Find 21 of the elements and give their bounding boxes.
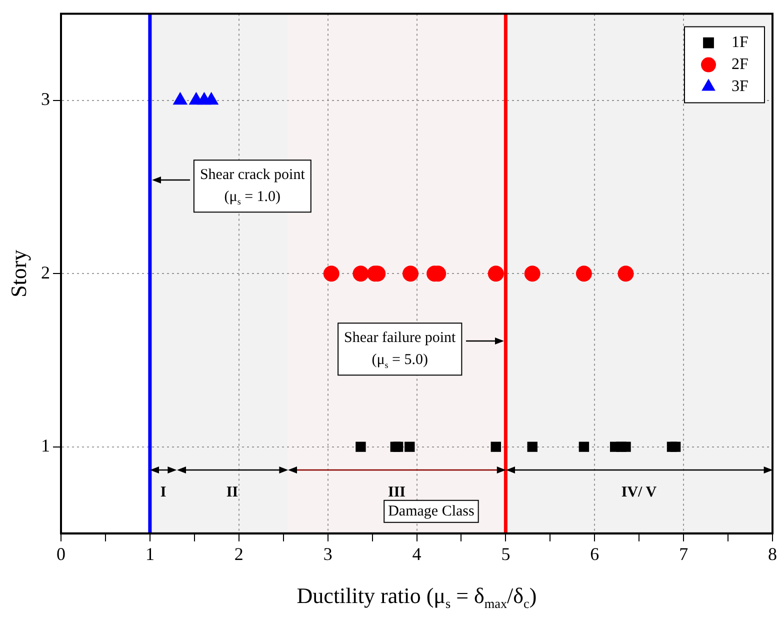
x-tick-label: 3	[323, 544, 332, 564]
legend-label: 3F	[732, 78, 748, 96]
x-tick-label: 1	[145, 544, 154, 564]
y-tick-label: 3	[41, 89, 50, 110]
y-tick-label: 2	[41, 262, 50, 282]
x-tick-label: 6	[590, 544, 600, 564]
x-tick-label: 2	[234, 544, 244, 564]
annotation: Damage Class	[388, 503, 474, 520]
y-axis-title: Story	[6, 250, 31, 298]
x-tick-label: 0	[56, 544, 66, 564]
band-label: IV/ V	[621, 484, 657, 500]
band-label: III	[388, 484, 406, 500]
x-tick-label: 7	[679, 544, 688, 564]
x-tick-label: 8	[768, 544, 777, 564]
x-tick-label: 5	[501, 544, 510, 564]
legend-label: 2F	[732, 56, 748, 74]
x-tick-label: 4	[412, 544, 422, 564]
legend-label: 1F	[732, 34, 748, 52]
band-label: II	[226, 484, 238, 500]
y-tick-label: 1	[41, 436, 50, 456]
band-label: I	[160, 484, 166, 500]
